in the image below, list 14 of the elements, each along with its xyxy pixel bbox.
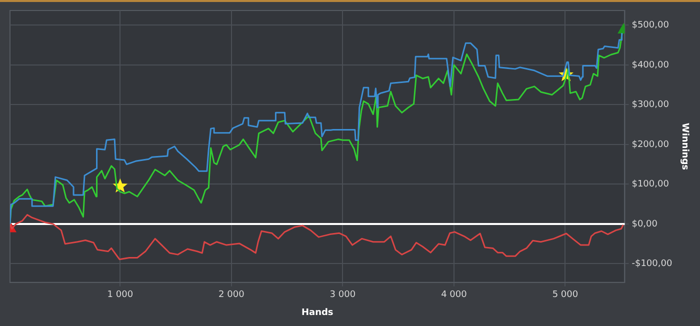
x-axis-title: Hands <box>301 308 334 318</box>
y-tick-label: $200,00 <box>632 140 670 150</box>
y-tick-label: $500,00 <box>632 20 670 31</box>
y-tick-label: $300,00 <box>632 100 670 110</box>
x-tick-label: 2 000 <box>218 290 245 300</box>
y-tick-label: -$100,00 <box>632 259 672 270</box>
x-tick-label: 5 000 <box>552 290 578 300</box>
y-tick-label: $400,00 <box>632 60 670 70</box>
x-tick-label: 1 000 <box>107 290 134 300</box>
x-tick-label: 4 000 <box>441 290 468 300</box>
x-tick-label: 3 000 <box>330 290 356 300</box>
y-tick-label: $0,00 <box>632 219 658 230</box>
y-axis-title: Winnings <box>679 122 690 170</box>
y-tick-label: $100,00 <box>632 180 670 190</box>
